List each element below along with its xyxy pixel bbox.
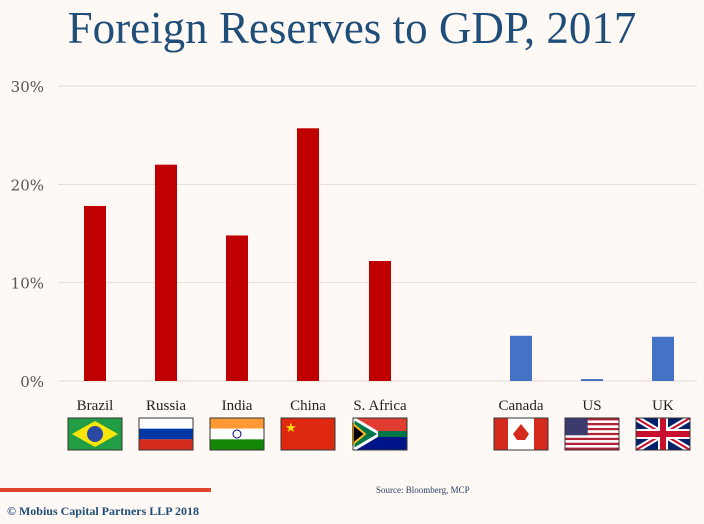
accent-line xyxy=(0,488,211,492)
flag-border xyxy=(635,417,691,451)
flag-part xyxy=(565,440,619,443)
flag-part xyxy=(565,435,619,438)
flag-part xyxy=(210,439,264,450)
x-tick-label: China xyxy=(290,398,326,414)
bar-china xyxy=(297,128,319,381)
flag-part xyxy=(210,428,264,440)
source-note: Source: Bloomberg, MCP xyxy=(376,485,470,495)
flag-border xyxy=(138,417,194,451)
flag-part xyxy=(534,418,548,450)
x-tick-label: Russia xyxy=(146,398,186,414)
flag-part xyxy=(139,439,193,450)
flag-part xyxy=(565,437,619,441)
flag-part xyxy=(565,422,619,426)
bar-uk xyxy=(652,336,674,381)
flag-part xyxy=(565,418,588,436)
flag-south-africa-icon xyxy=(351,415,408,453)
bar-us xyxy=(581,379,603,381)
flag-part xyxy=(565,420,619,423)
flag-part xyxy=(232,429,242,439)
flag-uk-icon xyxy=(634,415,692,453)
flag-part xyxy=(378,431,407,437)
bar-brazil xyxy=(84,205,106,381)
flag-part xyxy=(87,426,103,442)
y-tick-label: 20% xyxy=(11,176,44,194)
flag-part xyxy=(565,427,619,431)
y-tick-label: 0% xyxy=(20,373,44,391)
flag-border xyxy=(564,417,620,451)
flag-brazil-icon xyxy=(67,417,123,451)
x-tick-label: India xyxy=(222,398,253,414)
flag-part: ★ xyxy=(285,421,297,436)
copyright: © Mobius Capital Partners LLP 2018 xyxy=(7,504,199,518)
flag-part xyxy=(513,424,529,440)
flag-border xyxy=(280,417,336,451)
bar-safrica xyxy=(369,261,391,381)
flag-border xyxy=(67,417,123,451)
flag-canada-icon xyxy=(493,417,549,451)
flag-part xyxy=(139,428,193,440)
flag-china-icon: ★ xyxy=(280,417,336,451)
flag-part xyxy=(565,432,619,436)
chart-title: Foreign Reserves to GDP, 2017 xyxy=(67,3,637,53)
flag-russia-icon xyxy=(138,417,194,451)
x-tick-label: Brazil xyxy=(77,398,114,414)
flag-part xyxy=(139,418,193,429)
flag-border xyxy=(493,417,549,451)
bar-russia xyxy=(155,164,177,381)
flag-part xyxy=(494,418,508,450)
flag-part xyxy=(565,442,619,446)
flag-part xyxy=(636,431,690,437)
bar-canada xyxy=(510,335,532,381)
x-tick-label: UK xyxy=(652,398,674,414)
flag-part xyxy=(281,418,335,450)
bar-india xyxy=(226,235,248,381)
flag-india-icon xyxy=(209,417,265,451)
flag-part xyxy=(565,418,619,421)
x-tick-label: Canada xyxy=(499,398,544,414)
flag-border xyxy=(352,417,408,451)
x-tick-label: US xyxy=(582,398,601,414)
flag-us-icon xyxy=(564,417,620,451)
flag-part xyxy=(565,447,619,450)
y-tick-label: 30% xyxy=(11,78,44,96)
flag-part xyxy=(565,430,619,433)
x-tick-label: S. Africa xyxy=(353,398,407,414)
flag-part xyxy=(210,418,264,429)
flag-part xyxy=(565,425,619,428)
y-tick-label: 10% xyxy=(11,275,44,293)
flag-border xyxy=(209,417,265,451)
flag-part xyxy=(565,445,619,448)
